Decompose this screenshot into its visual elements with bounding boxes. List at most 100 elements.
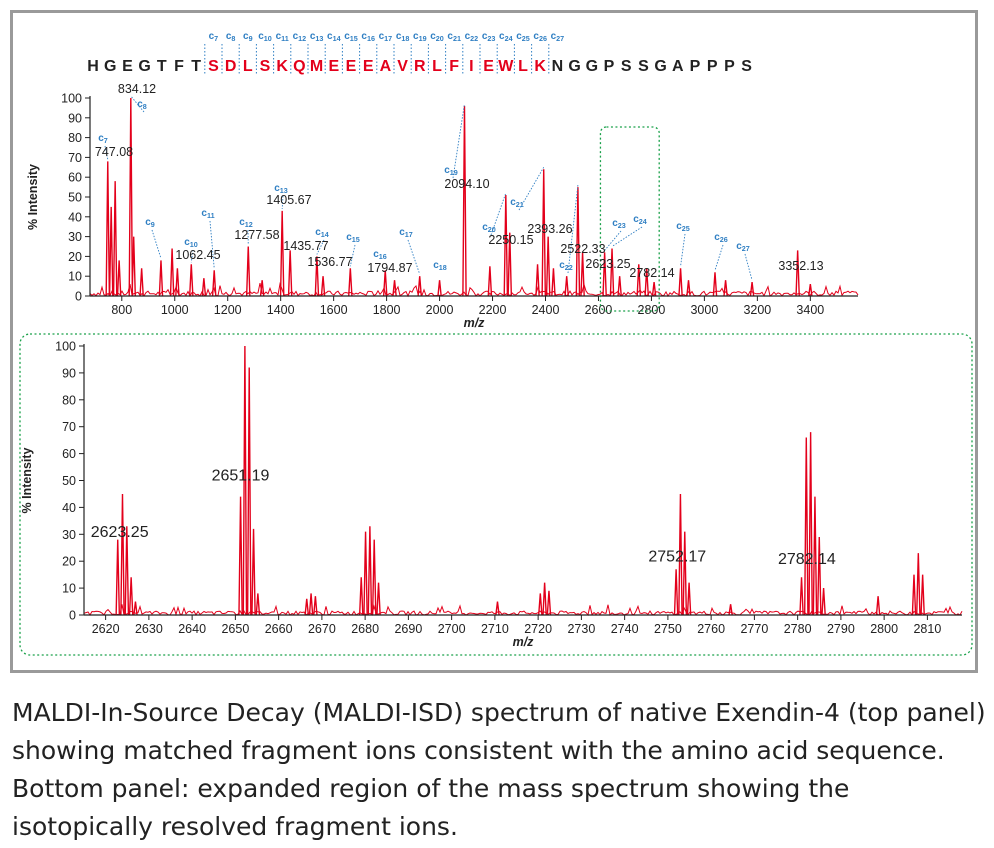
bottom-y-tick-label: 10 [62, 582, 76, 596]
sequence-ion-label-c9: c9 [243, 31, 253, 43]
bottom-x-tick-label: 2800 [870, 622, 898, 636]
bottom-spectrum-peak [816, 536, 822, 616]
top-ion-label-c7: c7 [98, 133, 108, 145]
top-x-axis-title: m/z [464, 316, 486, 330]
top-ion-label-c26: c26 [714, 232, 728, 244]
top-x-tick-label: 1600 [320, 303, 348, 317]
bottom-spectrum-peak [115, 539, 121, 616]
sequence-residue: P [707, 58, 718, 75]
top-y-tick-label: 70 [68, 151, 82, 165]
sequence-residue: Q [293, 58, 305, 75]
top-ion-label-c10: c10 [184, 237, 198, 249]
sequence-ion-label-c22: c22 [465, 31, 479, 43]
top-ion-label-c15: c15 [346, 232, 360, 244]
sequence-ion-label-c8: c8 [226, 31, 236, 43]
top-peak-label: 2522.33 [560, 242, 605, 256]
bottom-x-tick-label: 2810 [913, 622, 941, 636]
top-spectrum-peak [686, 280, 691, 297]
bottom-spectrum-peak [803, 437, 809, 616]
top-spectrum-peak [108, 206, 114, 297]
bottom-spectrum-peak [821, 588, 826, 616]
top-spectrum-peak [314, 256, 320, 297]
sequence-residue: H [87, 58, 99, 75]
top-peak-label: 1536.77 [307, 255, 352, 269]
sequence-residue: R [414, 58, 426, 75]
sequence-ion-label-c25: c25 [516, 31, 530, 43]
top-spectrum-peak [175, 268, 180, 297]
bottom-spectrum-peak [367, 526, 373, 616]
sequence-residue: F [174, 58, 184, 75]
bottom-spectrum-peak [313, 596, 318, 616]
top-y-tick-label: 40 [68, 210, 82, 224]
bottom-x-tick-label: 2730 [567, 622, 595, 636]
top-ion-leader-line [407, 239, 421, 275]
zoomed-panel-border [19, 333, 973, 656]
bottom-baseline-noise [83, 604, 963, 617]
top-spectrum-peak [602, 252, 607, 297]
sequence-residue: E [122, 58, 133, 75]
sequence-ion-label-c14: c14 [327, 31, 341, 43]
sequence-residue: T [157, 58, 167, 75]
top-y-axis-title: % Intensity [26, 164, 40, 230]
top-y-tick-label: 0 [75, 290, 82, 304]
sequence-residue: L [518, 58, 528, 75]
top-spectrum-peak [348, 268, 353, 297]
top-y-tick-label: 90 [68, 111, 82, 125]
bottom-x-tick-label: 2620 [92, 622, 120, 636]
bottom-spectrum-peak [124, 526, 130, 616]
top-x-tick-label: 1400 [267, 303, 295, 317]
bottom-spectrum-peak [255, 593, 261, 616]
top-spectrum-peak [808, 284, 813, 297]
sequence-residue: T [191, 58, 201, 75]
top-ion-label-c19: c19 [444, 165, 458, 177]
top-spectrum-peak [287, 250, 293, 297]
top-ion-label-c11: c11 [201, 208, 214, 220]
top-spectrum-peak [644, 268, 650, 297]
sequence-ion-label-c27: c27 [551, 31, 565, 43]
bottom-peak-label: 2782.14 [778, 551, 836, 568]
sequence-ion-label-c21: c21 [447, 31, 461, 43]
bottom-x-tick-label: 2630 [135, 622, 163, 636]
top-y-tick-label: 100 [61, 92, 82, 106]
sequence-residue: N [552, 58, 564, 75]
bottom-peak-label: 2623.25 [91, 524, 149, 541]
top-spectrum-peak [128, 97, 134, 297]
bottom-x-tick-label: 2670 [308, 622, 336, 636]
top-ion-label-c12: c12 [239, 217, 253, 229]
top-spectrum-peak [188, 264, 194, 297]
top-ion-label-c18: c18 [433, 260, 447, 272]
sequence-residue: M [310, 58, 323, 75]
top-spectrum-peak [551, 268, 556, 297]
top-x-tick-label: 3400 [796, 303, 824, 317]
top-x-tick-label: 3000 [690, 303, 718, 317]
sequence-residue: A [672, 58, 684, 75]
sequence-ion-label-c24: c24 [499, 31, 513, 43]
bottom-x-tick-label: 2780 [784, 622, 812, 636]
bottom-y-tick-label: 70 [62, 420, 76, 434]
bottom-spectrum-peak [358, 577, 364, 616]
top-x-tick-label: 2600 [585, 303, 613, 317]
top-peak-label: 2250.15 [488, 233, 533, 247]
top-ion-label-c21: c21 [510, 197, 524, 209]
top-spectrum-peak [462, 105, 467, 297]
sequence-residue: S [621, 58, 632, 75]
top-x-tick-label: 3200 [743, 303, 771, 317]
sequence-residue: G [586, 58, 598, 75]
sequence-residue: E [328, 58, 339, 75]
bottom-spectrum-peak [673, 569, 679, 616]
bottom-spectrum-peak [128, 577, 134, 616]
bottom-spectrum-peak [308, 593, 314, 616]
top-ion-label-c22: c22 [559, 260, 573, 272]
bottom-x-tick-label: 2740 [611, 622, 639, 636]
sequence-residue: E [363, 58, 374, 75]
top-spectrum-peak [392, 280, 397, 297]
top-ion-leader-line [281, 195, 284, 209]
top-spectrum-peak [437, 280, 442, 297]
top-peak-label: 2393.26 [527, 222, 572, 236]
bottom-spectrum-peak [728, 604, 733, 616]
sequence-residue: L [243, 58, 253, 75]
bottom-spectrum-peak [538, 593, 543, 616]
top-x-tick-label: 1200 [214, 303, 242, 317]
top-spectrum-peak [211, 270, 217, 297]
bottom-spectrum-peak [495, 601, 500, 616]
